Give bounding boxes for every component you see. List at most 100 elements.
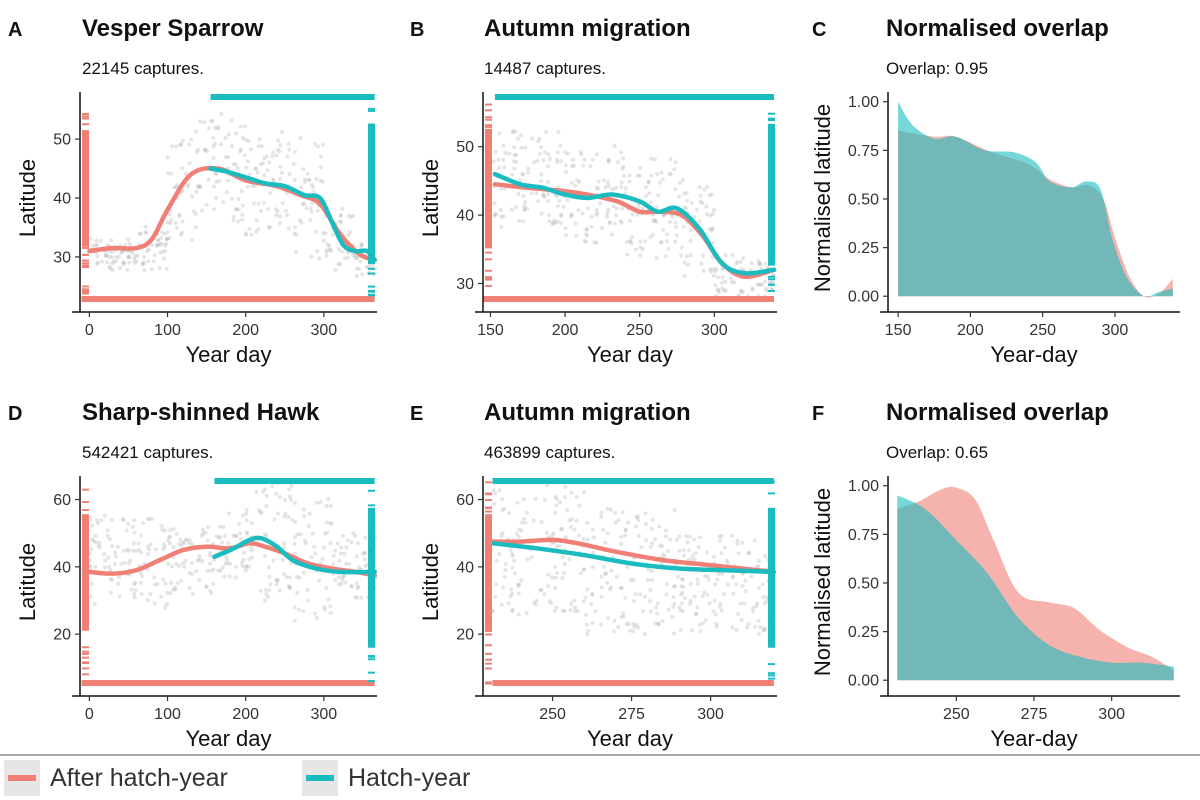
capture-point: [96, 543, 101, 548]
capture-point: [146, 259, 151, 264]
capture-point: [510, 551, 514, 556]
capture-point: [328, 503, 333, 508]
capture-point: [698, 193, 703, 198]
capture-point: [539, 520, 544, 525]
capture-point: [626, 520, 631, 525]
capture-point: [634, 622, 639, 627]
y-axis-title: Latitude: [15, 159, 40, 237]
rug-left-tick: [82, 683, 89, 686]
capture-point: [500, 531, 505, 536]
capture-point: [522, 207, 527, 212]
capture-point: [262, 487, 267, 492]
rug-right-tick: [768, 677, 775, 680]
capture-point: [599, 594, 604, 599]
capture-point: [619, 585, 624, 590]
capture-point: [348, 215, 353, 220]
capture-point: [244, 231, 249, 236]
capture-point: [625, 565, 630, 570]
legend: After hatch-year Hatch-year: [0, 756, 1200, 800]
capture-point: [278, 165, 283, 169]
capture-point: [156, 238, 161, 242]
capture-point: [559, 221, 564, 226]
capture-point: [762, 628, 767, 633]
capture-point: [279, 130, 284, 134]
capture-point: [292, 535, 297, 540]
capture-point: [491, 488, 496, 493]
capture-point: [101, 552, 106, 557]
capture-point: [709, 228, 714, 233]
capture-point: [714, 624, 719, 629]
capture-point: [515, 500, 520, 505]
capture-point: [615, 160, 620, 165]
capture-point: [648, 200, 653, 205]
capture-point: [93, 243, 98, 248]
capture-point: [559, 213, 564, 218]
capture-point: [210, 119, 215, 123]
capture-point: [360, 272, 365, 277]
capture-point: [113, 550, 118, 555]
capture-point: [674, 537, 679, 542]
capture-point: [224, 155, 228, 160]
capture-point: [579, 152, 584, 157]
capture-point: [599, 622, 603, 627]
capture-point: [501, 143, 506, 148]
capture-point: [750, 286, 755, 291]
capture-point: [576, 609, 581, 614]
capture-point: [244, 563, 249, 568]
capture-point: [677, 605, 682, 610]
capture-point: [510, 607, 515, 612]
capture-point: [569, 214, 574, 219]
capture-point: [516, 191, 521, 196]
capture-point: [688, 598, 693, 603]
capture-point: [742, 601, 747, 606]
capture-point: [735, 542, 740, 546]
capture-point: [295, 591, 300, 595]
capture-point: [638, 592, 642, 597]
capture-point: [110, 255, 115, 260]
capture-point: [598, 201, 603, 206]
capture-point: [230, 196, 234, 201]
capture-point: [121, 517, 126, 522]
capture-point: [577, 503, 582, 508]
capture-point: [501, 214, 506, 219]
capture-point: [638, 165, 643, 170]
capture-point: [171, 545, 176, 550]
capture-point: [681, 548, 686, 552]
series-line-hatch-year: [208, 166, 377, 263]
capture-point: [249, 232, 254, 237]
capture-point: [550, 533, 555, 538]
capture-point: [589, 602, 594, 606]
capture-point: [671, 604, 676, 609]
panel-title: Autumn migration: [484, 399, 691, 426]
capture-point: [648, 545, 653, 549]
capture-point: [104, 253, 109, 258]
capture-point: [288, 494, 292, 499]
legend-key-after-hatch-year: [4, 760, 40, 796]
capture-point: [187, 570, 192, 575]
capture-point: [121, 262, 126, 267]
capture-point: [692, 214, 696, 219]
capture-point: [342, 574, 347, 579]
capture-point: [621, 611, 626, 616]
y-tick-label: 0.75: [848, 143, 879, 160]
capture-point: [606, 207, 611, 212]
capture-point: [663, 254, 668, 259]
capture-point: [258, 510, 263, 515]
capture-point: [190, 194, 194, 199]
capture-point: [546, 199, 551, 204]
capture-point: [555, 219, 560, 224]
rug-left-tick: [485, 510, 492, 513]
capture-point: [170, 587, 175, 592]
capture-point: [226, 132, 231, 137]
capture-point: [216, 124, 221, 129]
capture-point: [193, 212, 198, 216]
capture-point: [342, 551, 347, 556]
capture-point: [532, 600, 537, 605]
capture-point: [277, 221, 282, 226]
capture-point: [510, 553, 515, 558]
capture-point: [689, 228, 693, 233]
capture-point: [719, 533, 724, 538]
capture-point: [760, 283, 765, 287]
capture-point: [550, 575, 555, 580]
capture-point: [638, 245, 643, 250]
